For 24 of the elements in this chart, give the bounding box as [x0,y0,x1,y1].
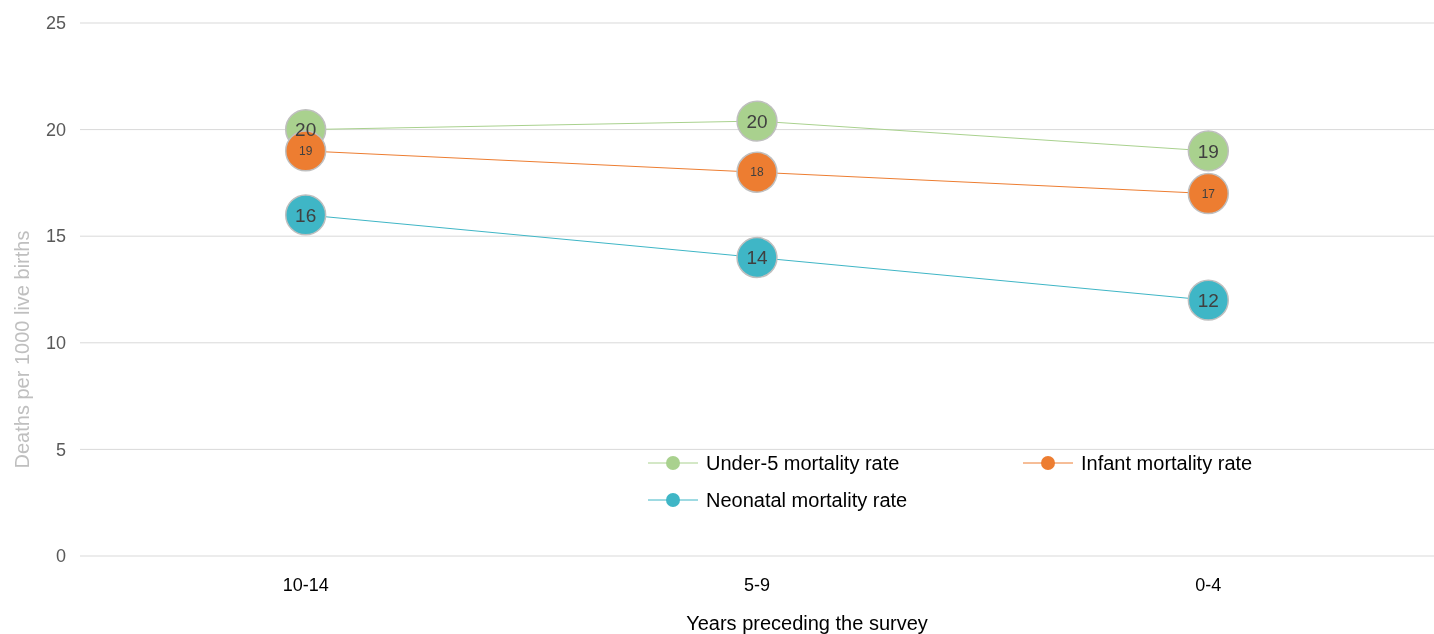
y-tick-label: 5 [55,439,66,460]
data-label: 16 [295,204,317,226]
data-label: 14 [746,247,768,269]
data-label: 20 [746,110,768,132]
data-label: 12 [1197,289,1219,311]
y-tick-label: 25 [45,13,66,34]
data-label: 19 [1197,140,1219,162]
x-axis-title: Years preceding the survey [686,612,928,634]
legend-label: Under-5 mortality rate [706,452,900,474]
data-label: 17 [1201,186,1216,201]
y-axis-title: Deaths per 1000 live births [11,230,33,469]
legend-label: Neonatal mortality rate [706,489,908,511]
x-tick-label: 0-4 [1195,574,1222,595]
y-tick-label: 15 [45,226,66,247]
y-tick-label: 10 [45,333,66,354]
legend-label: Infant mortality rate [1081,452,1253,474]
x-tick-label: 5-9 [743,574,771,595]
y-tick-label: 20 [45,119,66,140]
data-label: 19 [298,144,313,159]
data-label: 18 [750,165,764,180]
point [736,151,778,193]
point [1187,172,1230,215]
y-tick-label: 0 [55,546,66,567]
x-tick-label: 10-14 [282,574,329,595]
